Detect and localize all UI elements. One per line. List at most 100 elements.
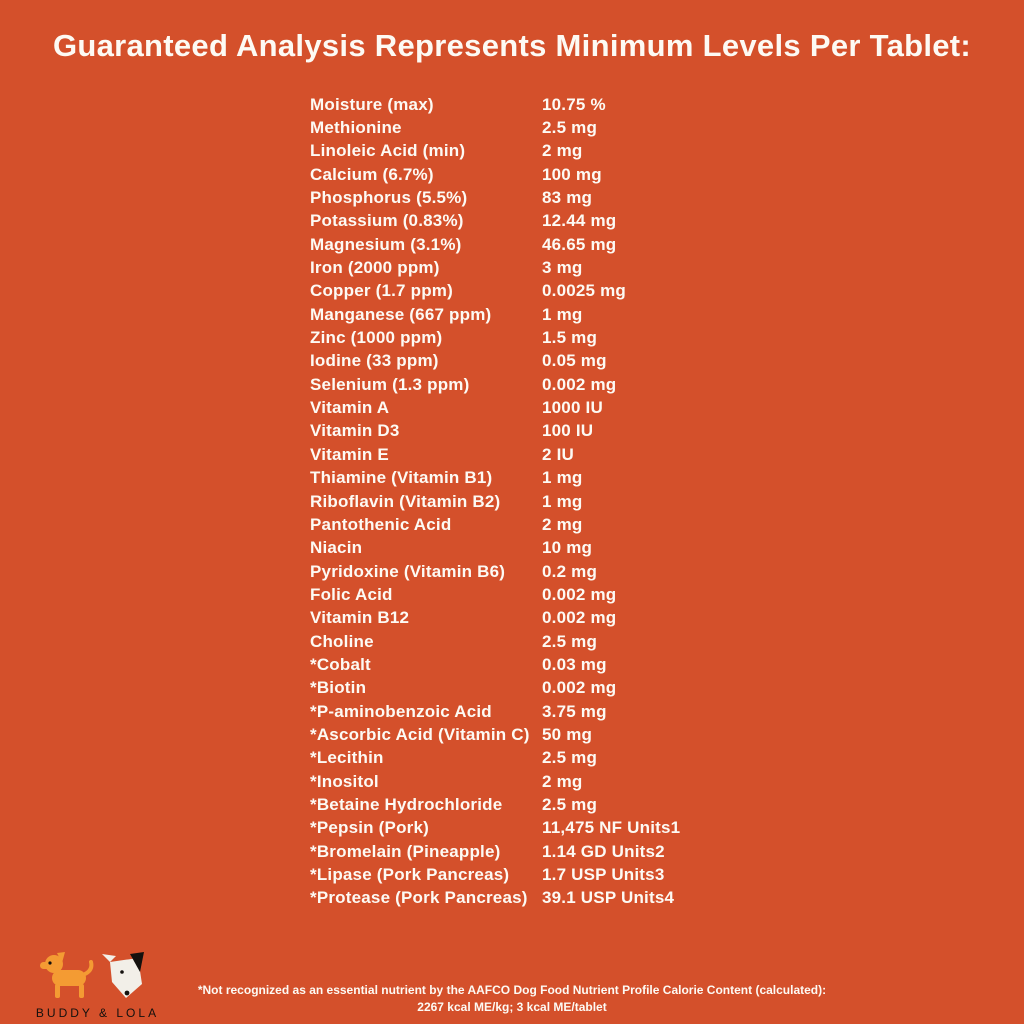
table-row: Vitamin A 1000 IU <box>310 396 780 419</box>
table-row: Pantothenic Acid 2 mg <box>310 513 780 536</box>
nutrient-name: Vitamin D3 <box>310 421 400 441</box>
nutrient-value: 2.5 mg <box>542 631 598 651</box>
nutrient-value: 2 IU <box>542 444 574 464</box>
nutrient-name: Linoleic Acid (min) <box>310 141 466 161</box>
nutrient-value: 12.44 mg <box>542 211 617 231</box>
nutrient-value: 46.65 mg <box>542 234 617 254</box>
table-row: Methionine 2.5 mg <box>310 116 780 139</box>
nutrient-name: Zinc (1000 ppm) <box>310 328 443 348</box>
table-row: *Biotin 0.002 mg <box>310 677 780 700</box>
nutrient-value: 0.002 mg <box>542 584 617 604</box>
nutrient-name: Vitamin B12 <box>310 608 410 628</box>
table-row: Moisture (max) 10.75 % <box>310 93 780 116</box>
nutrient-value: 0.002 mg <box>542 374 617 394</box>
table-row: Iodine (33 ppm) 0.05 mg <box>310 350 780 373</box>
table-row: Vitamin D3 100 IU <box>310 420 780 443</box>
nutrient-value: 50 mg <box>542 724 593 744</box>
nutrient-value: 0.002 mg <box>542 608 617 628</box>
table-row: *Pepsin (Pork) 11,475 NF Units1 <box>310 817 780 840</box>
nutrient-name: Selenium (1.3 ppm) <box>310 374 470 394</box>
nutrient-name: Vitamin A <box>310 398 390 418</box>
nutrient-name: *Inositol <box>310 771 379 791</box>
nutrient-name: Pyridoxine (Vitamin B6) <box>310 561 506 581</box>
table-row: Iron (2000 ppm) 3 mg <box>310 256 780 279</box>
page-title: Guaranteed Analysis Represents Minimum L… <box>52 28 972 63</box>
nutrient-value: 2.5 mg <box>542 748 598 768</box>
nutrient-name: Moisture (max) <box>310 94 434 114</box>
nutrient-value: 1 mg <box>542 468 583 488</box>
nutrient-name: Phosphorus (5.5%) <box>310 188 468 208</box>
table-row: *Inositol 2 mg <box>310 770 780 793</box>
table-row: *Ascorbic Acid (Vitamin C) 50 mg <box>310 723 780 746</box>
nutrient-value: 10 mg <box>542 538 593 558</box>
table-row: *Betaine Hydrochloride 2.5 mg <box>310 793 780 816</box>
table-row: *Protease (Pork Pancreas) 39.1 USP Units4 <box>310 887 780 910</box>
nutrient-value: 39.1 USP Units4 <box>542 888 675 908</box>
nutrient-value: 11,475 NF Units1 <box>542 818 681 838</box>
nutrient-name: Vitamin E <box>310 444 389 464</box>
nutrient-name: Methionine <box>310 118 402 138</box>
nutrient-value: 0.0025 mg <box>542 281 627 301</box>
nutrient-name: Manganese (667 ppm) <box>310 304 492 324</box>
table-row: Pyridoxine (Vitamin B6) 0.2 mg <box>310 560 780 583</box>
table-row: Manganese (667 ppm) 1 mg <box>310 303 780 326</box>
nutrient-name: *Cobalt <box>310 654 371 674</box>
table-row: Magnesium (3.1%) 46.65 mg <box>310 233 780 256</box>
nutrient-value: 3.75 mg <box>542 701 607 721</box>
nutrient-value: 1.5 mg <box>542 328 598 348</box>
nutrient-name: Niacin <box>310 538 363 558</box>
table-row: Thiamine (Vitamin B1) 1 mg <box>310 467 780 490</box>
table-row: *Bromelain (Pineapple) 1.14 GD Units2 <box>310 840 780 863</box>
nutrient-value: 1.14 GD Units2 <box>542 841 665 861</box>
nutrient-name: *Biotin <box>310 678 367 698</box>
nutrient-value: 10.75 % <box>542 94 606 114</box>
nutrient-value: 2.5 mg <box>542 118 598 138</box>
table-row: Choline 2.5 mg <box>310 630 780 653</box>
table-row: Copper (1.7 ppm) 0.0025 mg <box>310 280 780 303</box>
table-row: *Lipase (Pork Pancreas) 1.7 USP Units3 <box>310 863 780 886</box>
nutrient-value: 1.7 USP Units3 <box>542 865 665 885</box>
nutrient-name: Copper (1.7 ppm) <box>310 281 453 301</box>
nutrient-value: 1 mg <box>542 304 583 324</box>
table-row: Selenium (1.3 ppm) 0.002 mg <box>310 373 780 396</box>
table-row: Folic Acid 0.002 mg <box>310 583 780 606</box>
table-row: Vitamin E 2 IU <box>310 443 780 466</box>
nutrient-name: Iodine (33 ppm) <box>310 351 439 371</box>
table-row: Riboflavin (Vitamin B2) 1 mg <box>310 490 780 513</box>
table-row: Linoleic Acid (min) 2 mg <box>310 140 780 163</box>
table-row: Vitamin B12 0.002 mg <box>310 607 780 630</box>
nutrient-value: 0.05 mg <box>542 351 607 371</box>
nutrient-value: 2.5 mg <box>542 794 598 814</box>
nutrient-value: 1000 IU <box>542 398 603 418</box>
nutrient-name: *Betaine Hydrochloride <box>310 794 503 814</box>
nutrient-name: Choline <box>310 631 374 651</box>
brand-logo: BUDDY & LOLA <box>30 946 165 1020</box>
nutrient-name: *Lecithin <box>310 748 384 768</box>
nutrient-name: Pantothenic Acid <box>310 514 452 534</box>
table-row: *Cobalt 0.03 mg <box>310 653 780 676</box>
analysis-table: Moisture (max) 10.75 % Methionine 2.5 mg Lin… <box>310 93 780 910</box>
nutrient-name: Folic Acid <box>310 584 393 604</box>
nutrient-value: 83 mg <box>542 188 593 208</box>
dogs-logo-icon <box>39 952 144 998</box>
nutrient-value: 2 mg <box>542 141 583 161</box>
nutrient-name: *Bromelain (Pineapple) <box>310 841 501 861</box>
footnote-line-2: 2267 kcal ME/kg; 3 kcal ME/tablet <box>417 1000 607 1014</box>
nutrient-value: 0.2 mg <box>542 561 598 581</box>
nutrient-name: Potassium (0.83%) <box>310 211 464 231</box>
table-row: Niacin 10 mg <box>310 537 780 560</box>
nutrient-value: 1 mg <box>542 491 583 511</box>
nutrient-value: 0.03 mg <box>542 654 607 674</box>
nutrient-name: *Lipase (Pork Pancreas) <box>310 865 510 885</box>
nutrient-name: *Pepsin (Pork) <box>310 818 429 838</box>
nutrient-name: *Ascorbic Acid (Vitamin C) <box>310 724 530 744</box>
nutrient-name: Magnesium (3.1%) <box>310 234 462 254</box>
table-row: Calcium (6.7%) 100 mg <box>310 163 780 186</box>
nutrient-value: 2 mg <box>542 514 583 534</box>
nutrient-value: 100 IU <box>542 421 594 441</box>
nutrient-value: 2 mg <box>542 771 583 791</box>
table-row: Phosphorus (5.5%) 83 mg <box>310 186 780 209</box>
nutrient-value: 100 mg <box>542 164 602 184</box>
table-row: *P-aminobenzoic Acid 3.75 mg <box>310 700 780 723</box>
